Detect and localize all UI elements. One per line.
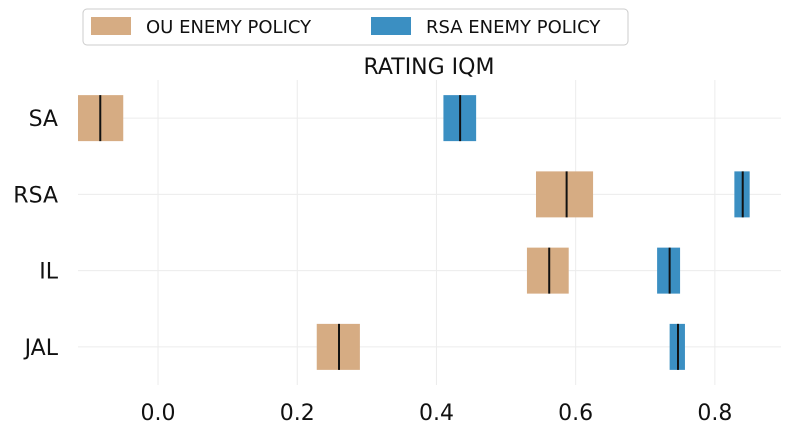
legend-swatch-rsa: [371, 17, 411, 35]
legend-swatch-ou: [91, 17, 131, 35]
y-tick-label: SA: [29, 107, 58, 132]
legend-frame: [82, 8, 629, 46]
chart-title: RATING IQM: [364, 55, 495, 80]
x-tick-label: 0.0: [141, 401, 176, 426]
legend: OU ENEMY POLICY RSA ENEMY POLICY: [82, 8, 629, 46]
y-tick-labels: SA RSA IL JAL: [13, 107, 58, 361]
interval-bar: [526, 247, 569, 294]
bars: [78, 95, 750, 370]
x-tick-label: 0.8: [697, 401, 732, 426]
legend-label-ou: OU ENEMY POLICY: [146, 17, 312, 38]
y-tick-label: RSA: [13, 183, 58, 208]
x-tick-label: 0.6: [558, 401, 593, 426]
legend-label-rsa: RSA ENEMY POLICY: [426, 17, 601, 38]
y-tick-label: JAL: [23, 336, 59, 361]
x-tick-label: 0.2: [280, 401, 315, 426]
x-tick-label: 0.4: [419, 401, 454, 426]
interval-bar: [535, 171, 594, 218]
interval-bar: [657, 247, 681, 294]
x-tick-labels: 0.0 0.2 0.4 0.6 0.8: [141, 401, 733, 426]
y-tick-label: IL: [39, 260, 58, 285]
grid: [78, 80, 781, 385]
